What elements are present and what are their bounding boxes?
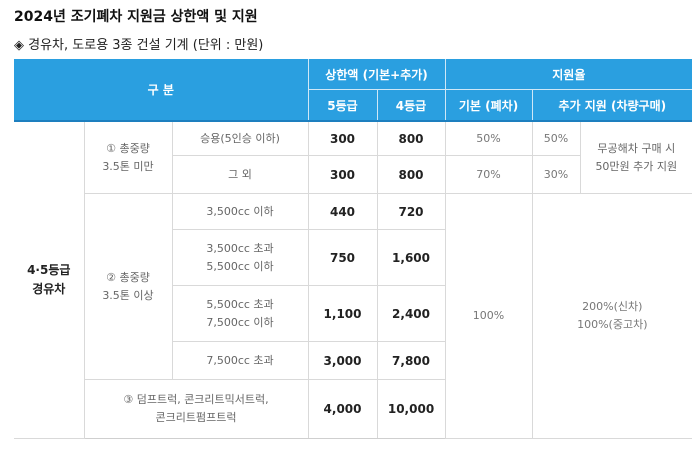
row-sub-line2: 콘크리트펌프트럭 <box>155 411 237 424</box>
page-subtitle: ◈ 경유차, 도로용 3종 건설 기계 (단위 : 만원) <box>14 38 264 53</box>
heavy-extra-rate: 200%(신차) 100%(중고차) <box>531 193 693 439</box>
row-basic-rate: 70% <box>444 155 533 194</box>
header-support-group: 지원율 <box>444 59 693 90</box>
header-grade5: 5등급 <box>307 89 378 121</box>
row-grade4-value: 800 <box>376 121 446 156</box>
heavy-extra-line1: 200%(신차) <box>582 300 643 313</box>
row-sub-line1: ③ 덤프트럭, 콘크리트믹서트럭, <box>123 393 269 406</box>
table-row: 4·5등급 경유차 ① 총중량 3.5톤 미만 승용(5인승 이하) 300 8… <box>14 121 693 439</box>
table-row: 그 외 300 800 70% 30% <box>14 155 692 194</box>
row-sub-label: 승용(5인승 이하) <box>171 121 309 156</box>
weight-under-label: ① 총중량 3.5톤 미만 <box>83 121 172 194</box>
heavy-basic-rate: 100% <box>444 193 533 439</box>
table-row: 7,500cc 초과 3,000 7,800 <box>14 341 692 380</box>
row-grade4-value: 2,400 <box>376 285 446 342</box>
group-label: 4·5등급 경유차 <box>14 121 84 439</box>
weight-over-label: ② 총중량 3.5톤 이상 <box>83 193 172 380</box>
row-grade5-value: 3,000 <box>307 341 378 380</box>
group-label-line2: 경유차 <box>32 282 66 296</box>
weight-over-line2: 3.5톤 이상 <box>102 288 154 302</box>
row-sub-line2: 5,500cc 이하 <box>206 259 274 273</box>
row-grade4-value: 800 <box>376 155 446 194</box>
row-grade4-value: 7,800 <box>376 341 446 380</box>
header-basic: 기본 (폐차) <box>444 89 533 121</box>
row-grade4-value: 10,000 <box>376 379 446 439</box>
row-grade5-value: 300 <box>307 121 378 156</box>
row-sub-label: ③ 덤프트럭, 콘크리트믹서트럭, 콘크리트펌프트럭 <box>83 379 309 439</box>
row-extra-rate: 30% <box>531 155 581 194</box>
row-grade5-value: 750 <box>307 229 378 286</box>
row-sub-line2: 7,500cc 이하 <box>206 315 274 329</box>
group-label-line1: 4·5등급 <box>27 263 71 277</box>
row-sub-label: 3,500cc 초과 5,500cc 이하 <box>171 229 309 286</box>
row-sub-label: 그 외 <box>171 155 309 194</box>
table-row: 3,500cc 초과 5,500cc 이하 750 1,600 <box>14 229 692 286</box>
row-grade5-value: 1,100 <box>307 285 378 342</box>
row-extra-rate: 50% <box>531 121 581 156</box>
row-grade5-value: 300 <box>307 155 378 194</box>
page-title: 2024년 조기폐차 지원금 상한액 및 지원 <box>14 9 258 25</box>
row-sub-line1: 5,500cc 초과 <box>206 297 274 311</box>
row-sub-label: 7,500cc 초과 <box>171 341 309 380</box>
row-grade5-value: 440 <box>307 193 378 230</box>
extra-note: 무공해차 구매 시 50만원 추가 지원 <box>579 121 693 194</box>
weight-under-line2: 3.5톤 미만 <box>102 159 154 173</box>
table-row: ② 총중량 3.5톤 이상 3,500cc 이하 440 720 100% 20… <box>14 193 693 439</box>
subsidy-table: 구 분 상한액 (기본+추가) 지원율 5등급 4등급 기본 (폐차) 추가 지… <box>14 59 693 439</box>
extra-note-line1: 무공해차 구매 시 <box>597 141 676 155</box>
header-extra: 추가 지원 (차량구매) <box>531 89 693 121</box>
weight-over-line1: ② 총중량 <box>106 270 150 284</box>
heavy-extra-line2: 100%(중고차) <box>577 318 648 331</box>
weight-under-line1: ① 총중량 <box>106 141 150 155</box>
row-sub-label: 5,500cc 초과 7,500cc 이하 <box>171 285 309 342</box>
extra-note-line2: 50만원 추가 지원 <box>595 159 678 173</box>
header-limit-group: 상한액 (기본+추가) <box>307 59 446 90</box>
header-category: 구 분 <box>14 59 309 122</box>
header-grade4: 4등급 <box>376 89 446 121</box>
row-grade5-value: 4,000 <box>307 379 378 439</box>
table-row: ③ 덤프트럭, 콘크리트믹서트럭, 콘크리트펌프트럭 4,000 10,000 <box>14 379 692 439</box>
row-grade4-value: 1,600 <box>376 229 446 286</box>
row-basic-rate: 50% <box>444 121 533 156</box>
row-grade4-value: 720 <box>376 193 446 230</box>
table-row: 5,500cc 초과 7,500cc 이하 1,100 2,400 <box>14 285 692 342</box>
row-sub-label: 3,500cc 이하 <box>171 193 309 230</box>
row-sub-line1: 3,500cc 초과 <box>206 241 274 255</box>
